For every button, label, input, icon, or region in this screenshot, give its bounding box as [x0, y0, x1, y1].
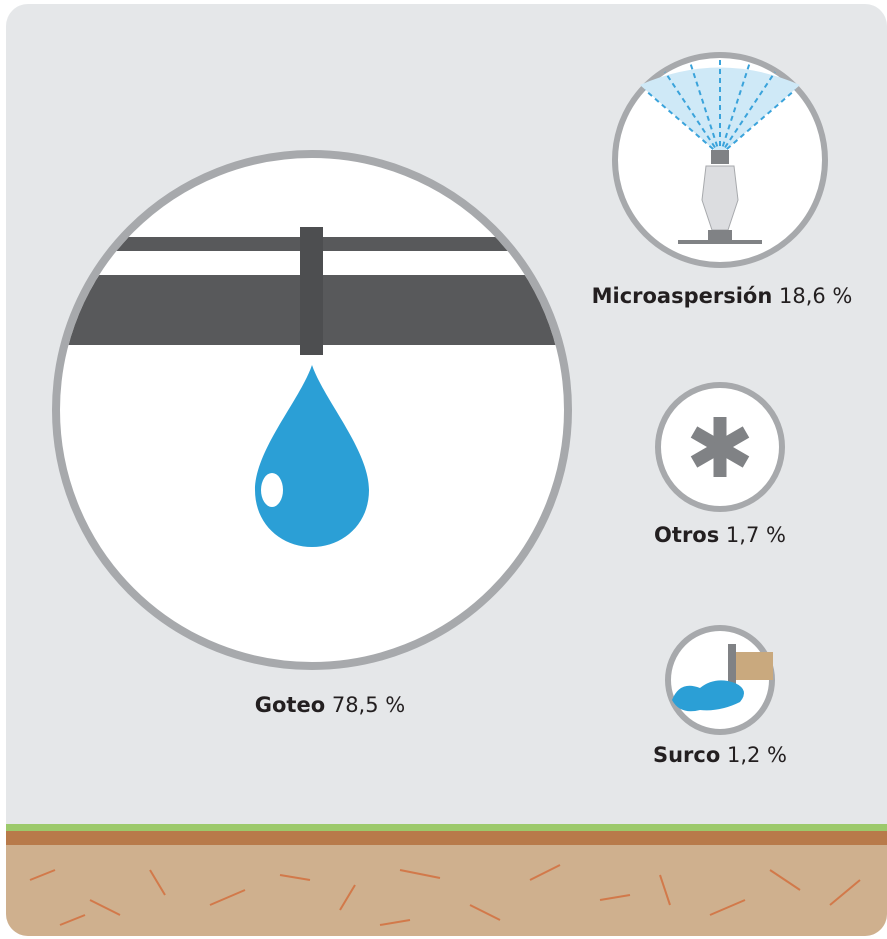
nozzle	[711, 150, 729, 164]
name: Otros	[654, 523, 719, 547]
value: 18,6 %	[779, 284, 852, 308]
label: Otros 1,7 %	[654, 523, 786, 547]
value: 1,2 %	[727, 743, 787, 767]
soil-streaks	[29, 864, 861, 926]
drop-highlight	[261, 473, 283, 507]
sprinkler-base	[708, 230, 732, 240]
value: 78,5 %	[332, 693, 405, 717]
name: Microaspersión	[592, 284, 773, 308]
label: Goteo 78,5 %	[255, 693, 405, 717]
label: Microaspersión 18,6 %	[592, 284, 853, 308]
name: Surco	[653, 743, 720, 767]
water	[672, 680, 744, 712]
channel	[733, 652, 773, 680]
ground	[678, 240, 762, 244]
grass-line	[6, 824, 887, 831]
label: Surco 1,2 %	[653, 743, 787, 767]
asterisk	[690, 417, 750, 477]
name: Goteo	[255, 693, 325, 717]
soil-top	[6, 831, 887, 845]
soil	[6, 845, 887, 936]
drop	[255, 365, 369, 547]
value: 1,7 %	[726, 523, 786, 547]
spray	[640, 58, 800, 156]
dripper	[300, 227, 323, 355]
gate	[728, 644, 736, 684]
